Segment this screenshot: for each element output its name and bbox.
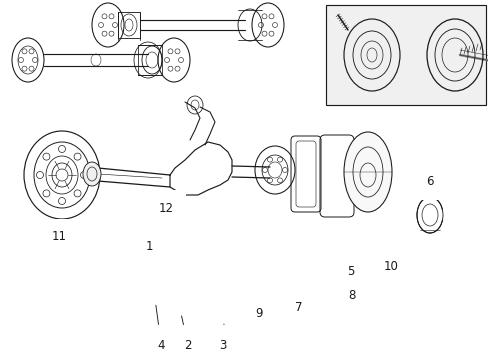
Text: 8: 8 bbox=[347, 287, 355, 302]
Text: 1: 1 bbox=[145, 240, 154, 253]
Circle shape bbox=[81, 171, 87, 179]
Text: 7: 7 bbox=[294, 294, 302, 314]
Bar bbox=[118, 12, 140, 38]
Text: 9: 9 bbox=[255, 305, 263, 320]
Text: 2: 2 bbox=[181, 316, 192, 352]
Circle shape bbox=[59, 145, 65, 153]
Text: 3: 3 bbox=[218, 324, 226, 352]
Circle shape bbox=[59, 198, 65, 204]
Ellipse shape bbox=[343, 132, 391, 212]
Circle shape bbox=[43, 153, 50, 160]
Text: 12: 12 bbox=[159, 202, 173, 215]
Text: 11: 11 bbox=[51, 230, 66, 243]
Bar bbox=[325, 5, 485, 105]
Circle shape bbox=[37, 171, 43, 179]
Circle shape bbox=[74, 190, 81, 197]
Text: 10: 10 bbox=[383, 260, 398, 273]
Text: 4: 4 bbox=[156, 305, 165, 352]
Ellipse shape bbox=[83, 162, 101, 186]
Circle shape bbox=[74, 153, 81, 160]
Circle shape bbox=[43, 190, 50, 197]
Text: 5: 5 bbox=[346, 265, 354, 278]
Text: 6: 6 bbox=[426, 175, 435, 188]
